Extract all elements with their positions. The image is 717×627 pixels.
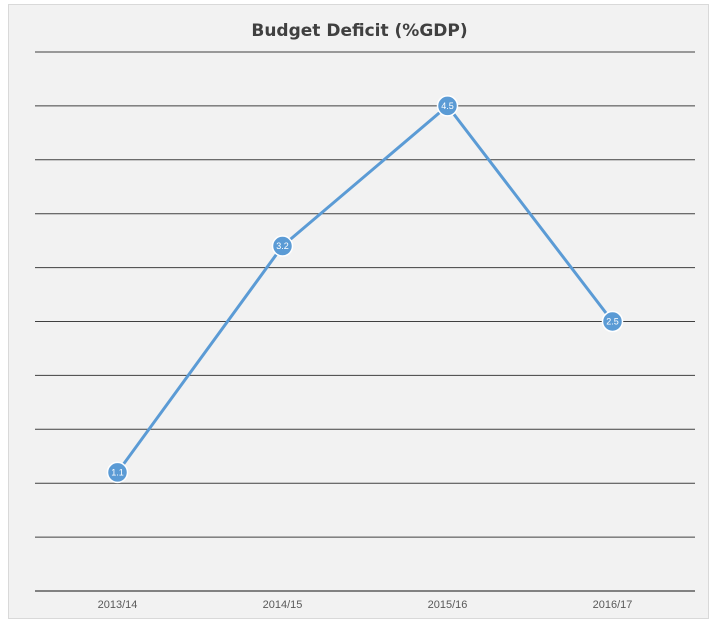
data-point	[601, 310, 624, 333]
data-point	[106, 461, 129, 484]
chart-area: Budget Deficit (%GDP) 2013/14 2014/15 2015…	[8, 4, 709, 619]
x-tick-label: 2013/14	[98, 599, 138, 611]
data-label: 4.5	[441, 101, 454, 111]
data-label: 2.5	[606, 317, 619, 327]
data-label: 3.2	[276, 241, 289, 251]
x-tick-label: 2015/16	[428, 599, 468, 611]
data-label: 1.1	[111, 467, 124, 477]
x-tick-label: 2016/17	[593, 599, 633, 611]
data-point	[436, 95, 459, 117]
series-line	[116, 104, 614, 474]
data-point	[271, 235, 294, 257]
line-chart: 2013/14 2014/15 2015/16 2016/17 1.1 3.2 4.5 2.5	[35, 51, 695, 611]
x-tick-label: 2014/15	[263, 599, 303, 611]
chart-title: Budget Deficit (%GDP)	[251, 21, 468, 41]
